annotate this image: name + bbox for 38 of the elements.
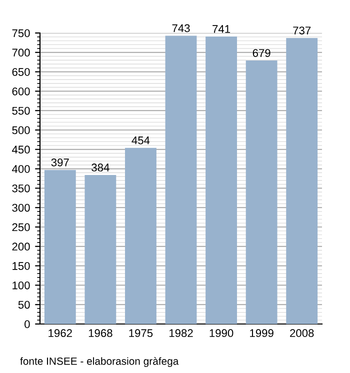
data-label: 384: [92, 164, 110, 172]
y-tick-label: 200: [12, 242, 30, 251]
x-tick-label: 1990: [210, 329, 234, 338]
y-tick-label: 700: [12, 48, 30, 57]
y-tick-label: 550: [12, 106, 30, 115]
y-tick-label: 0: [24, 320, 30, 328]
y-tick-label: 300: [12, 204, 30, 212]
y-tick-label: 150: [12, 262, 30, 270]
bar: [125, 148, 156, 324]
data-label: 741: [212, 25, 230, 33]
x-tick-label: 1962: [48, 329, 72, 338]
x-tick-label: 1975: [129, 329, 153, 338]
y-tick-label: 100: [12, 281, 30, 290]
bar: [84, 175, 116, 324]
x-tick-label: 1968: [88, 329, 112, 338]
y-tick-label: 650: [12, 68, 30, 76]
bar: [206, 36, 237, 324]
bar: [246, 60, 278, 324]
x-tick-label: 2008: [290, 329, 314, 338]
y-tick-label: 750: [12, 29, 30, 38]
data-label: 397: [51, 158, 69, 166]
y-tick-label: 350: [12, 184, 30, 192]
data-label: 454: [132, 136, 150, 144]
y-tick-label: 50: [18, 300, 30, 309]
bar: [286, 38, 318, 324]
y-tick-label: 500: [12, 126, 30, 134]
data-label: 679: [252, 49, 270, 57]
y-tick-label: 600: [12, 87, 30, 96]
y-tick-label: 250: [12, 223, 30, 232]
data-label: 737: [293, 26, 311, 34]
source-note: fonte INSEE - elaborasion gràfega: [20, 357, 179, 367]
data-label: 743: [172, 24, 190, 32]
bar: [44, 170, 76, 324]
x-tick-label: 1982: [169, 329, 193, 338]
y-tick-label: 400: [12, 165, 30, 173]
bar: [165, 36, 197, 324]
x-tick-label: 1999: [250, 329, 274, 338]
y-tick-label: 450: [12, 146, 30, 154]
